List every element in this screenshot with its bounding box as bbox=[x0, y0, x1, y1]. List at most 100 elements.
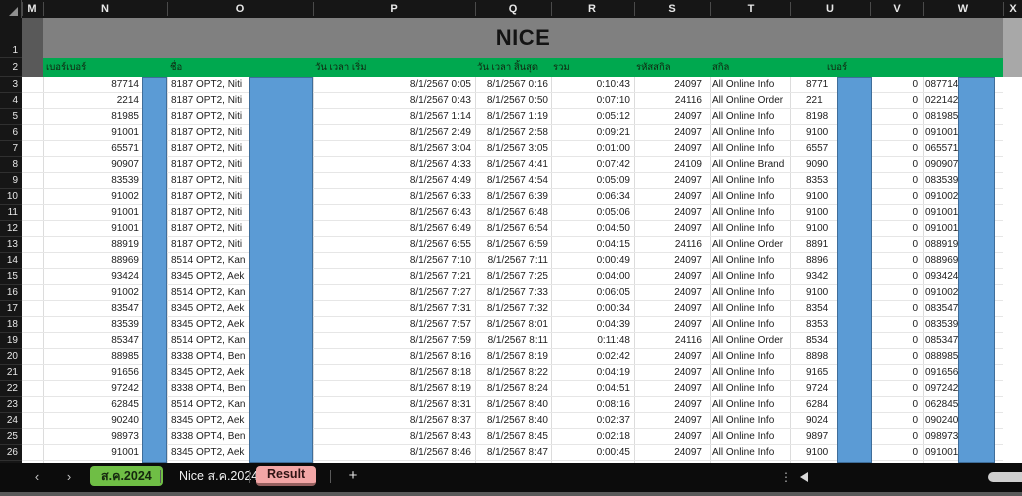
cell-n[interactable]: 83539 bbox=[111, 319, 139, 330]
cell-name[interactable]: 8514 OPT2, Kan bbox=[171, 287, 246, 298]
cell-u[interactable]: 8891 bbox=[806, 239, 829, 250]
cell-name[interactable]: 8345 OPT2, Aek bbox=[171, 271, 245, 282]
cell-n[interactable]: 2214 bbox=[116, 95, 139, 106]
cell-skill[interactable]: All Online Info bbox=[712, 367, 775, 378]
sheet-tab-nice-aug2024[interactable]: Nice ส.ค.2024 bbox=[179, 469, 259, 483]
cell-n[interactable]: 91002 bbox=[111, 191, 139, 202]
cell-start[interactable]: 8/1/2567 8:37 bbox=[409, 415, 471, 426]
cell-code[interactable]: 24097 bbox=[674, 415, 702, 426]
cell-w[interactable]: 085347 bbox=[925, 335, 959, 346]
cell-total[interactable]: 0:05:12 bbox=[596, 111, 630, 122]
cell-name[interactable]: 8187 OPT2, Niti bbox=[171, 127, 243, 138]
cell-w[interactable]: 098973 bbox=[925, 431, 959, 442]
cell-total[interactable]: 0:02:37 bbox=[596, 415, 630, 426]
cell-start[interactable]: 8/1/2567 7:21 bbox=[409, 271, 471, 282]
row-header-11[interactable]: 11 bbox=[0, 205, 22, 221]
cell-name[interactable]: 8187 OPT2, Niti bbox=[171, 79, 243, 90]
cell-n[interactable]: 91001 bbox=[111, 127, 139, 138]
column-header-v[interactable]: V bbox=[893, 3, 901, 15]
cell-start[interactable]: 8/1/2567 7:31 bbox=[409, 303, 471, 314]
column-header-t[interactable]: T bbox=[747, 3, 755, 15]
cell-end[interactable]: 8/1/2567 8:45 bbox=[486, 431, 548, 442]
cell-w[interactable]: 088969 bbox=[925, 255, 959, 266]
cell-skill[interactable]: All Online Info bbox=[712, 351, 775, 362]
cell-v[interactable]: 0 bbox=[912, 159, 918, 170]
column-header-w[interactable]: W bbox=[957, 3, 969, 15]
row-header-10[interactable]: 10 bbox=[0, 189, 22, 205]
cell-skill[interactable]: All Online Brand bbox=[712, 159, 785, 170]
cell-w[interactable]: 093424 bbox=[925, 271, 959, 282]
cell-v[interactable]: 0 bbox=[912, 399, 918, 410]
cell-total[interactable]: 0:04:19 bbox=[596, 367, 630, 378]
cell-code[interactable]: 24116 bbox=[674, 335, 702, 346]
cell-start[interactable]: 8/1/2567 4:49 bbox=[409, 175, 471, 186]
cell-total[interactable]: 0:00:49 bbox=[596, 255, 630, 266]
column-header-o[interactable]: O bbox=[235, 3, 245, 15]
cell-total[interactable]: 0:04:39 bbox=[596, 319, 630, 330]
header-number-from[interactable]: เบอร์เบอร์ bbox=[46, 62, 87, 73]
cell-start[interactable]: 8/1/2567 6:33 bbox=[409, 191, 471, 202]
column-header-m[interactable]: M bbox=[27, 3, 37, 15]
cell-v[interactable]: 0 bbox=[912, 143, 918, 154]
cell-v[interactable]: 0 bbox=[912, 447, 918, 458]
row-header-18[interactable]: 18 bbox=[0, 317, 22, 333]
cell-skill[interactable]: All Online Info bbox=[712, 399, 775, 410]
cell-end[interactable]: 8/1/2567 6:39 bbox=[486, 191, 548, 202]
cell-n[interactable]: 85347 bbox=[111, 335, 139, 346]
row-header-17[interactable]: 17 bbox=[0, 301, 22, 317]
cell-u[interactable]: 8354 bbox=[806, 303, 829, 314]
redaction-overlay[interactable] bbox=[837, 77, 872, 463]
cell-skill[interactable]: All Online Info bbox=[712, 223, 775, 234]
cell-code[interactable]: 24097 bbox=[674, 287, 702, 298]
cell-total[interactable]: 0:10:43 bbox=[596, 79, 630, 90]
cell-total[interactable]: 0:04:15 bbox=[596, 239, 630, 250]
cell-total[interactable]: 0:11:48 bbox=[597, 335, 630, 346]
cell-start[interactable]: 8/1/2567 7:57 bbox=[409, 319, 471, 330]
cell-name[interactable]: 8514 OPT2, Kan bbox=[171, 335, 246, 346]
row-header-20[interactable]: 20 bbox=[0, 349, 22, 365]
header-skill[interactable]: สกิล bbox=[712, 62, 730, 73]
cell-code[interactable]: 24097 bbox=[674, 127, 702, 138]
cell-code[interactable]: 24097 bbox=[674, 367, 702, 378]
cell-skill[interactable]: All Online Info bbox=[712, 143, 775, 154]
cell-start[interactable]: 8/1/2567 3:04 bbox=[409, 143, 471, 154]
cell-w[interactable]: 087714 bbox=[925, 79, 959, 90]
cell-n[interactable]: 91656 bbox=[111, 367, 139, 378]
cell-v[interactable]: 0 bbox=[912, 191, 918, 202]
cell-w[interactable]: 065571 bbox=[925, 143, 959, 154]
hscroll-thumb[interactable] bbox=[988, 472, 1022, 482]
row-header-9[interactable]: 9 bbox=[0, 173, 22, 189]
cell-name[interactable]: 8345 OPT2, Aek bbox=[171, 367, 245, 378]
cell-v[interactable]: 0 bbox=[912, 79, 918, 90]
header-start-time[interactable]: วัน เวลา เริ่ม bbox=[315, 62, 367, 73]
cell-total[interactable]: 0:00:45 bbox=[596, 447, 630, 458]
cell-total[interactable]: 0:02:18 bbox=[596, 431, 630, 442]
more-options-icon[interactable]: ⋮ bbox=[780, 470, 792, 484]
cell-v[interactable]: 0 bbox=[912, 239, 918, 250]
cell-v[interactable]: 0 bbox=[912, 255, 918, 266]
column-header-n[interactable]: N bbox=[101, 3, 109, 15]
cell-n[interactable]: 88985 bbox=[111, 351, 139, 362]
cell-start[interactable]: 8/1/2567 8:31 bbox=[409, 399, 471, 410]
cell-skill[interactable]: All Online Info bbox=[712, 319, 775, 330]
cell-skill[interactable]: All Online Order bbox=[712, 95, 784, 106]
cell-u[interactable]: 8353 bbox=[806, 175, 829, 186]
cell-end[interactable]: 8/1/2567 0:16 bbox=[486, 79, 548, 90]
cell-name[interactable]: 8514 OPT2, Kan bbox=[171, 399, 246, 410]
cell-name[interactable]: 8345 OPT2, Aek bbox=[171, 303, 245, 314]
cell-skill[interactable]: All Online Order bbox=[712, 239, 784, 250]
cell-v[interactable]: 0 bbox=[912, 415, 918, 426]
row-header-7[interactable]: 7 bbox=[0, 141, 22, 157]
row-header-26[interactable]: 26 bbox=[0, 445, 22, 461]
cell-name[interactable]: 8345 OPT2, Aek bbox=[171, 415, 245, 426]
row-header-8[interactable]: 8 bbox=[0, 157, 22, 173]
select-all-corner[interactable] bbox=[0, 0, 22, 18]
cell-total[interactable]: 0:07:10 bbox=[596, 95, 630, 106]
cell-skill[interactable]: All Online Info bbox=[712, 79, 775, 90]
cell-skill[interactable]: All Online Info bbox=[712, 415, 775, 426]
header-number[interactable]: เบอร์ bbox=[827, 62, 848, 73]
cell-end[interactable]: 8/1/2567 8:47 bbox=[486, 447, 548, 458]
cell-n[interactable]: 97242 bbox=[111, 383, 139, 394]
cell-end[interactable]: 8/1/2567 7:11 bbox=[487, 255, 548, 266]
cell-total[interactable]: 0:05:09 bbox=[596, 175, 630, 186]
